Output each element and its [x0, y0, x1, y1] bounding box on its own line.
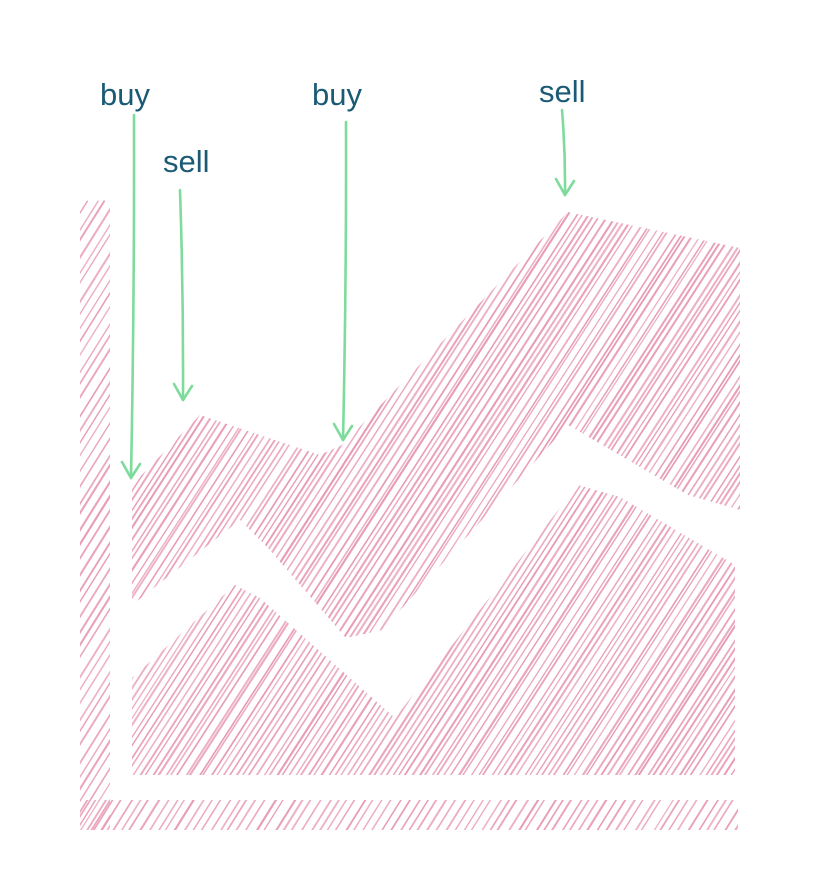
annotation-label-sell-2: sell [539, 76, 586, 107]
arrow-buy-1 [122, 115, 140, 478]
arrow-sell-1 [174, 190, 192, 400]
arrow-buy-2 [334, 122, 352, 440]
annotation-label-sell-1: sell [163, 146, 210, 177]
annotation-label-buy-1: buy [100, 79, 150, 110]
annotation-label-buy-2: buy [312, 79, 362, 110]
arrow-sell-2 [556, 110, 574, 195]
